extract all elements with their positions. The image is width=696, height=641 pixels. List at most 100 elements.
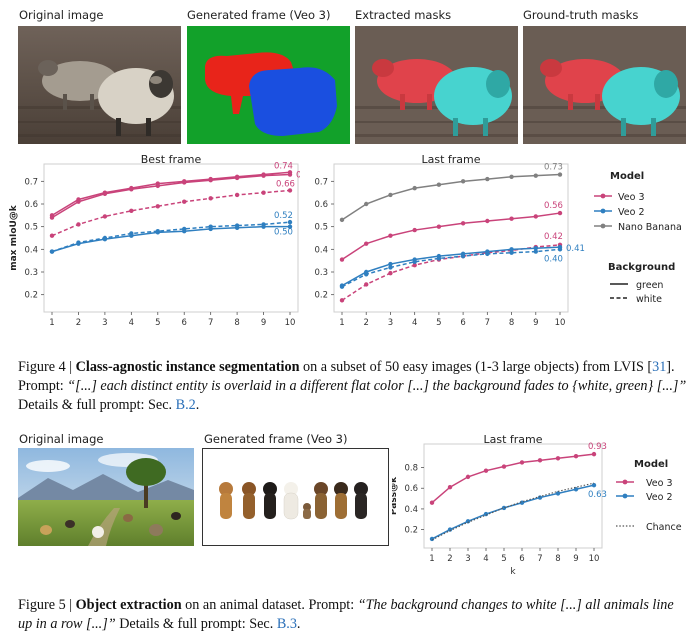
fig4-label-extracted: Extracted masks — [355, 8, 452, 22]
data-point-nano-banana — [460, 179, 466, 184]
data-label-veo-2: 0.40 — [544, 254, 563, 264]
data-point-veo-2 — [555, 491, 561, 496]
data-point-veo-3 — [129, 187, 134, 192]
data-point-veo-2 — [261, 224, 266, 229]
x-tick-label: 4 — [129, 318, 134, 328]
x-tick-label: 1 — [429, 554, 434, 564]
x-tick-label: 4 — [412, 318, 417, 328]
x-tick-label: 7 — [537, 554, 542, 564]
x-tick-label: 3 — [465, 554, 470, 564]
data-label-veo-3: 0.93 — [588, 442, 607, 452]
svg-text:Veo 3: Veo 3 — [618, 192, 644, 203]
y-tick-label: 0.2 — [24, 291, 38, 301]
data-point-veo-3 — [465, 474, 471, 480]
x-axis-label: k — [510, 567, 516, 577]
data-point-veo-3 — [208, 196, 213, 201]
data-point-nano-banana — [509, 174, 514, 179]
ref-31-link[interactable]: 31 — [652, 359, 667, 375]
data-point-veo-2 — [533, 246, 538, 251]
data-point-veo-2 — [485, 251, 490, 257]
x-tick-label: 2 — [76, 318, 81, 328]
legend-background-title: Background — [608, 262, 675, 273]
data-point-veo-3 — [485, 218, 490, 224]
data-point-veo-2 — [49, 249, 55, 254]
data-point-veo-3 — [261, 173, 266, 178]
fig4-caption: Figure 4 | Class-agnostic instance segme… — [18, 359, 687, 413]
svg-text:Chance: Chance — [646, 522, 682, 533]
legend5-model-title: Model — [634, 459, 668, 470]
series-line-veo-2-white — [341, 248, 561, 288]
series-line-veo-2-green — [51, 225, 290, 253]
x-tick-label: 4 — [483, 554, 488, 564]
sec-b2-link[interactable]: B.2 — [175, 397, 196, 413]
data-point-veo-3 — [519, 460, 525, 465]
data-label-veo-2: 0.63 — [588, 490, 607, 500]
fig4-generated-frame — [187, 26, 350, 144]
fig4-label-generated: Generated frame (Veo 3) — [187, 8, 331, 22]
x-tick-label: 1 — [49, 318, 54, 328]
legend-item-veo3: Veo 3 — [594, 192, 644, 203]
data-point-veo-2 — [182, 229, 187, 234]
data-label-veo-3: 0.73 — [296, 171, 300, 181]
x-tick-label: 6 — [460, 318, 465, 328]
x-tick-label: 7 — [485, 318, 490, 328]
x-tick-label: 10 — [285, 318, 296, 328]
series-line-veo-3-green — [51, 173, 291, 219]
y-tick-label: 0.3 — [24, 268, 38, 278]
y-tick-label: 0.8 — [404, 464, 418, 474]
data-point-veo-3 — [388, 233, 393, 238]
data-point-veo-2 — [102, 236, 108, 242]
legend5-item-veo2: Veo 2 — [616, 492, 672, 503]
data-point-veo-2 — [388, 265, 393, 270]
fig5-chart-last-frame: Last frame 0.2 0.4 0.6 0.8 1 2 3 4 5 6 7 8 9 10 k Pass@k… — [392, 433, 607, 577]
data-point-veo-3 — [460, 221, 466, 226]
data-point-veo-2 — [76, 241, 81, 246]
x-tick-label: 7 — [208, 318, 213, 328]
sec-b3-link[interactable]: B.3 — [276, 616, 297, 632]
data-point-veo-3 — [208, 178, 213, 183]
data-point-veo-3 — [557, 210, 563, 216]
series-line-veo-3-white — [51, 189, 291, 237]
data-point-veo-3 — [412, 263, 417, 268]
x-tick-label: 8 — [509, 318, 514, 328]
data-point-nano-banana — [485, 176, 490, 182]
y-tick-label: 0.4 — [314, 245, 328, 255]
data-label-veo-2: 0.41 — [566, 244, 585, 254]
data-point-veo-3 — [234, 175, 240, 181]
data-point-veo-3 — [555, 456, 561, 461]
data-point-veo-2 — [557, 247, 563, 252]
svg-text:white: white — [636, 294, 662, 305]
chart-frame — [333, 163, 569, 313]
data-point-veo-3 — [287, 172, 293, 177]
legend5-item-veo3: Veo 3 — [616, 478, 672, 489]
data-label-nano-banana: 0.73 — [544, 163, 563, 173]
chart-frame — [423, 443, 603, 549]
data-point-veo-3 — [436, 224, 442, 229]
fig4-extracted-masks — [355, 26, 518, 144]
series-line-veo-2-green — [341, 246, 561, 287]
data-point-veo-3 — [591, 451, 597, 457]
data-point-veo-3 — [364, 241, 369, 246]
data-point-veo-2 — [460, 253, 466, 259]
legend-item-veo2: Veo 2 — [594, 207, 644, 218]
x-tick-label: 5 — [155, 318, 160, 328]
fig4-legend: Model Veo 3 Veo 2 Nano Banana Background… — [594, 171, 682, 305]
data-point-veo-3 — [234, 192, 240, 198]
fig5-legend: Model Veo 3 Veo 2 Chance — [616, 459, 682, 533]
chart-title: Last frame — [421, 153, 480, 166]
data-label-veo-2: 0.52 — [274, 211, 293, 221]
fig4-original-image — [18, 26, 181, 144]
legend-item-white: white — [610, 294, 662, 305]
series-line-nano-banana-green — [341, 173, 561, 221]
x-tick-label: 8 — [555, 554, 560, 564]
x-tick-label: 1 — [339, 318, 344, 328]
chart-frame — [43, 163, 299, 313]
data-point-veo-2 — [234, 225, 240, 230]
data-point-veo-3 — [573, 454, 579, 459]
y-tick-label: 0.5 — [24, 223, 38, 233]
data-point-veo-3 — [129, 208, 134, 213]
data-point-veo-3 — [182, 180, 187, 185]
fig4-chart-last-frame: Last frame0.20.30.40.50.60.712345678910k… — [314, 153, 585, 328]
y-tick-label: 0.6 — [24, 200, 38, 210]
fig4-chart-best-frame: Best frame0.20.30.40.50.60.712345678910k… — [9, 153, 300, 328]
